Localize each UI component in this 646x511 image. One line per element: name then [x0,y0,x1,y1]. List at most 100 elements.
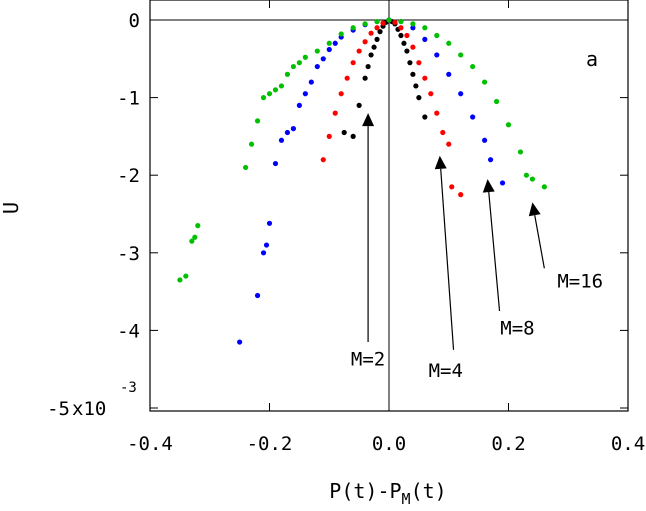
series-3-point-18 [338,31,344,37]
series-0-point-20 [413,83,419,89]
y-unit-exponent: -3 [120,380,137,396]
series-1-point-7 [362,39,368,45]
series-3-point-9 [266,91,273,97]
x-axis-title-sub: M [402,490,411,508]
annotation-label-0: M=2 [351,348,385,370]
annotation-arrow-line-2 [488,191,501,312]
series-2-point-27 [470,114,476,120]
series-1-point-0 [320,157,326,163]
series-1-point-12 [392,19,398,25]
x-tick-label-1: -0.2 [247,433,293,455]
series-1-point-3 [338,91,344,97]
series-3-point-23 [398,18,404,25]
series-3-point-6 [248,141,255,147]
panel-label: a [586,47,598,71]
series-1-point-2 [332,110,338,116]
y-unit-factor: x10 [72,398,106,420]
annotation-arrowhead-1 [434,155,447,170]
series-0-point-5 [368,52,374,58]
axes-layer: -0.4 -0.2 0.0 0.2 0.4 0 -1 -2 -3 -4 -5 [47,0,645,455]
x-axis-title-tail: (t) [411,479,447,503]
series-2-point-7 [284,129,291,136]
series-2-point-5 [272,160,279,167]
series-1-point-5 [350,60,356,66]
series-0-point-6 [371,44,377,50]
series-1-point-16 [416,60,422,66]
series-3-point-2 [189,238,195,244]
series-1-point-19 [434,110,440,116]
series-3-point-33 [517,149,524,155]
series-2-point-24 [434,52,440,58]
series-2-point-11 [308,79,314,85]
series-3-point-1 [183,273,189,279]
x-tick-label-4: 0.4 [611,433,645,455]
series-3-point-29 [470,63,476,70]
series-3-point-34 [523,172,530,178]
y-tick-label-5: -5 [47,398,70,420]
series-0-point-22 [422,114,428,120]
series-0-point-0 [341,129,347,136]
series-3-point-36 [541,184,547,190]
series-3-point-13 [290,63,296,70]
series-2-point-10 [302,91,308,97]
series-2-point-23 [422,36,428,43]
annotation-arrowhead-2 [482,179,495,193]
series-2-point-28 [482,137,488,143]
series-1-point-10 [380,20,386,26]
x-axis-title: P(t)-PM(t) [329,479,446,508]
series-1-point-22 [449,184,455,190]
series-3-point-10 [272,87,279,93]
series-1-point-8 [368,30,374,36]
series-1-point-15 [410,44,416,50]
series-2-point-13 [320,56,326,62]
series-0-point-21 [416,95,422,101]
series-1-point-23 [458,192,464,198]
series-3-point-24 [410,21,416,27]
series-1-point-14 [404,32,410,39]
points-layer [177,17,547,345]
series-3-point-5 [243,164,249,171]
series-2-point-25 [446,71,452,77]
series-3-point-4 [195,223,201,229]
series-0-point-18 [407,60,413,66]
series-2-point-3 [263,242,270,248]
series-0-point-3 [362,75,368,81]
series-3-point-19 [350,25,356,31]
series-3-point-15 [302,54,308,60]
series-2-point-0 [237,339,243,345]
series-3-point-11 [278,83,285,89]
series-1-point-4 [344,75,350,81]
series-2-point-8 [290,126,296,132]
series-3-point-32 [505,122,512,128]
y-tick-label-1: -1 [117,88,140,110]
labels-layer: a U P(t)-PM(t) x10 -3 [0,47,598,508]
series-3-point-3 [192,234,198,240]
annotation-arrow-line-3 [534,215,545,269]
series-3-point-20 [362,21,368,27]
x-axis-title-main: P(t)-P [329,479,401,503]
series-3-point-22 [386,17,392,23]
x-tick-label-3: 0.2 [491,433,525,455]
series-1-point-1 [326,133,332,139]
series-0-point-2 [356,102,362,108]
series-3-point-35 [529,176,536,182]
y-axis-title: U [0,202,23,214]
series-2-point-26 [458,91,464,97]
annotation-label-3: M=16 [557,271,603,293]
series-2-point-30 [499,180,506,186]
series-1-point-9 [374,25,380,31]
series-3-point-27 [446,40,452,46]
x-tick-label-2: 0.0 [372,433,406,455]
series-1-point-21 [446,141,452,147]
series-0-point-16 [401,40,407,46]
series-3-point-8 [260,95,267,101]
series-3-point-26 [434,32,440,39]
series-0-point-17 [404,48,410,54]
series-3-point-28 [458,52,464,58]
annotation-arrow-line-1 [440,168,455,350]
series-1-point-6 [356,48,362,54]
annotation-arrowhead-0 [362,113,375,127]
y-tick-label-4: -4 [117,320,140,342]
series-3-point-25 [422,25,428,31]
annotation-arrowhead-3 [528,202,541,217]
